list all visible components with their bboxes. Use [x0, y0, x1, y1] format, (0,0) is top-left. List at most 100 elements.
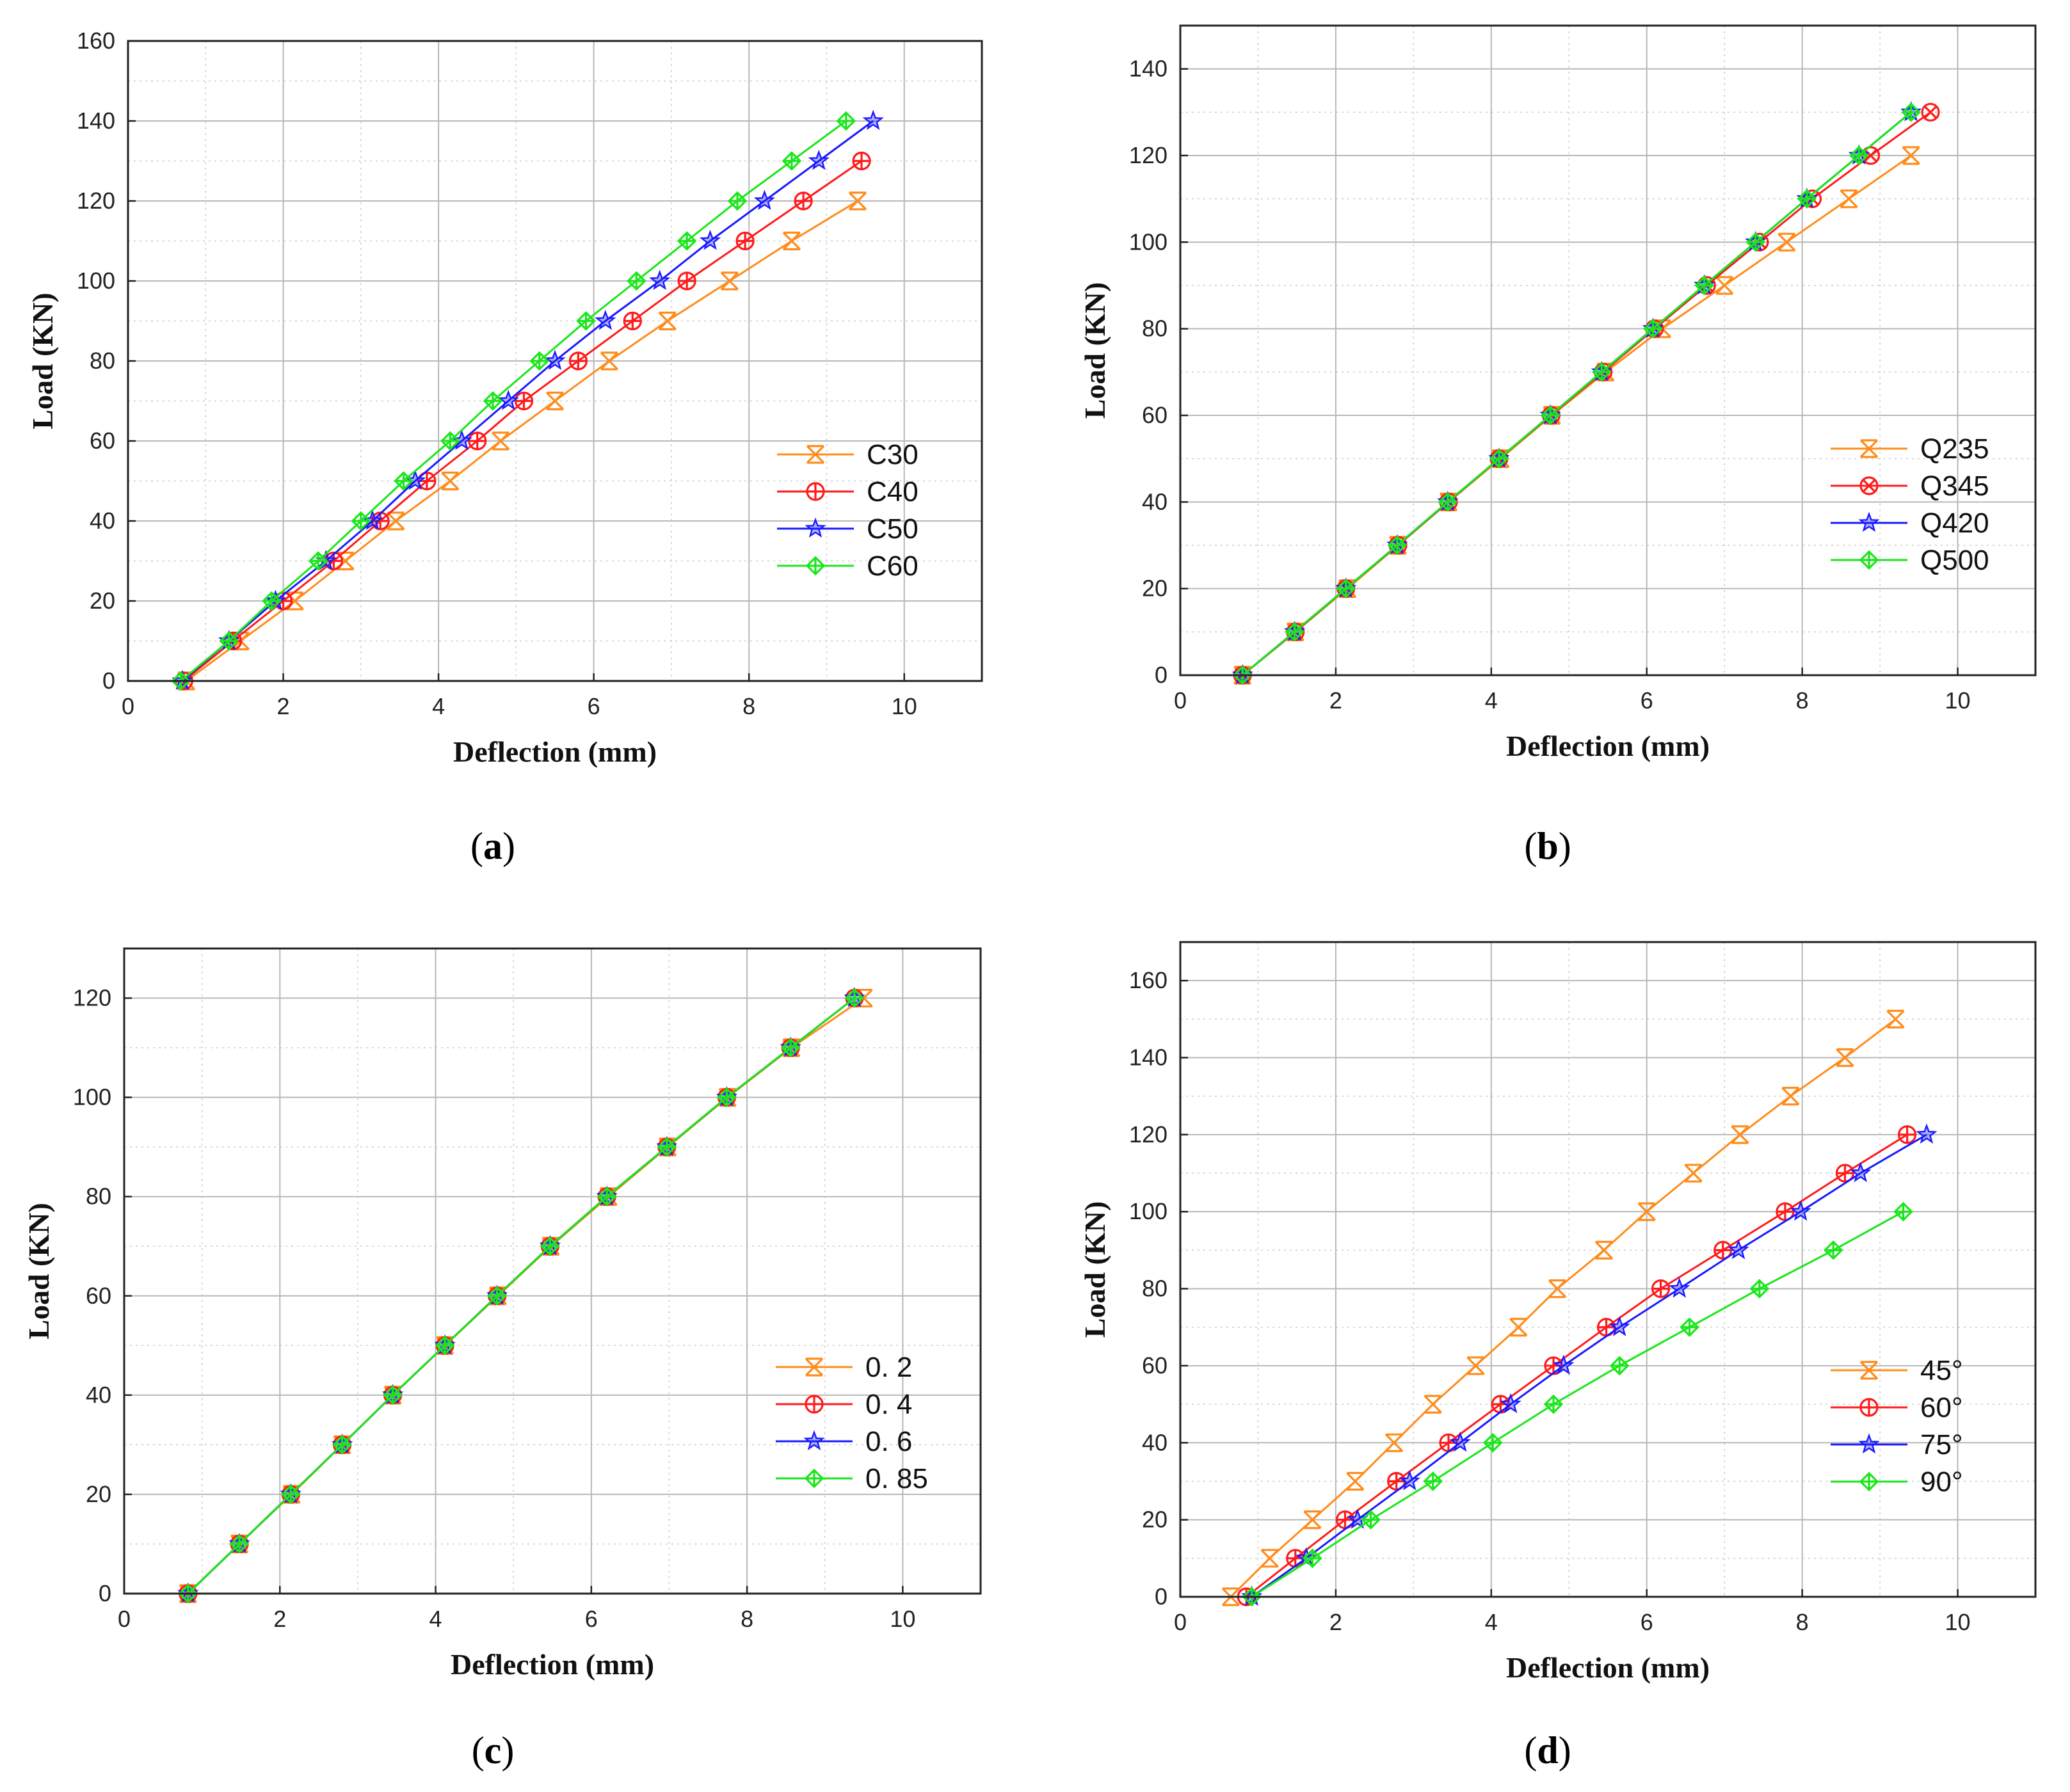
x-axis-title: Deflection (mm)	[1506, 1651, 1710, 1684]
y-tick-label: 0	[102, 668, 115, 694]
data-point	[1285, 622, 1304, 642]
panel-label-open: (	[1524, 825, 1537, 867]
panel-label-letter: b	[1537, 825, 1558, 867]
x-axis-title: Deflection (mm)	[1506, 730, 1710, 762]
data-point	[699, 230, 721, 250]
data-point	[1840, 189, 1858, 209]
data-point	[336, 551, 355, 571]
x-tick-label: 8	[1796, 1609, 1809, 1635]
data-point	[1684, 1164, 1703, 1183]
data-point	[1592, 362, 1612, 382]
legend-marker	[1859, 476, 1879, 495]
legend-item: Q420	[1831, 508, 1989, 539]
legend-marker	[1859, 1361, 1879, 1380]
data-point	[308, 551, 328, 571]
plot-frame	[1179, 941, 2037, 1598]
plot-area	[124, 948, 981, 1594]
y-tick-label: 60	[1142, 402, 1167, 428]
data-point	[717, 1087, 737, 1107]
data-point	[782, 151, 802, 171]
y-axis-title: Load (KN)	[26, 292, 59, 429]
legend-marker	[1859, 1471, 1879, 1492]
y-tick-label: 160	[1129, 967, 1167, 993]
data-point	[545, 391, 565, 411]
data-point	[483, 391, 503, 411]
data-point	[219, 631, 239, 651]
y-axis-title: Load (KN)	[22, 1203, 55, 1339]
data-point	[1731, 1125, 1749, 1144]
data-point	[627, 271, 646, 291]
x-tick-label: 6	[1641, 687, 1653, 714]
data-point	[529, 351, 550, 371]
data-point	[440, 431, 460, 451]
x-tick-label: 0	[122, 693, 134, 719]
panel-label: (d)	[1524, 1729, 1571, 1772]
legend-label: 0. 6	[865, 1426, 912, 1457]
data-point	[1715, 276, 1734, 295]
y-tick-label: 40	[86, 1382, 111, 1408]
data-point	[1387, 535, 1408, 556]
data-point	[1609, 1316, 1630, 1336]
data-point	[1482, 1433, 1503, 1453]
legend-item: C60	[777, 550, 919, 582]
x-axis-title: Deflection (mm)	[451, 1648, 654, 1681]
x-tick-label: 4	[1485, 1609, 1498, 1635]
legend-item: 0. 2	[776, 1352, 912, 1383]
data-point	[1797, 189, 1817, 209]
data-point	[658, 311, 677, 331]
legend-label: 75°	[1920, 1429, 1963, 1460]
data-point	[727, 191, 748, 211]
data-point	[844, 988, 865, 1008]
data-point	[468, 431, 487, 451]
legend: C30 C40 C50 C60	[777, 439, 919, 582]
data-point	[1781, 1087, 1800, 1106]
data-point	[262, 591, 282, 611]
data-point	[1777, 232, 1796, 252]
y-tick-label: 140	[77, 108, 115, 134]
data-point	[1489, 449, 1509, 468]
data-point	[1543, 1394, 1564, 1414]
legend: Q235 Q345 Q420 Q500	[1831, 433, 1989, 576]
data-point	[1790, 1200, 1811, 1221]
data-point	[677, 231, 697, 251]
y-tick-label: 120	[1129, 1121, 1167, 1148]
legend-label: C50	[867, 513, 919, 545]
legend-marker	[805, 517, 826, 538]
y-tick-label: 160	[77, 28, 115, 54]
data-point	[1260, 1549, 1279, 1568]
legend-item: Q500	[1831, 545, 1989, 576]
data-point	[753, 189, 776, 211]
data-point	[497, 390, 519, 410]
data-point	[394, 471, 413, 491]
series-line	[1242, 111, 1912, 676]
data-point	[1509, 1318, 1528, 1337]
data-point	[780, 1037, 801, 1058]
plot-frame	[1179, 24, 2037, 676]
y-tick-label: 60	[1142, 1352, 1167, 1379]
data-point	[229, 1534, 250, 1554]
y-tick-label: 40	[90, 508, 115, 534]
data-point	[794, 191, 813, 211]
data-point	[852, 151, 871, 171]
series-line	[1230, 1018, 1897, 1598]
legend-marker	[806, 482, 825, 501]
data-point	[1500, 1393, 1521, 1414]
x-tick-label: 0	[1174, 687, 1187, 714]
legend: 45° 60° 75° 90°	[1831, 1355, 1963, 1498]
y-tick-label: 80	[1142, 1276, 1167, 1302]
data-point	[836, 111, 856, 131]
legend-item: 0. 4	[776, 1389, 912, 1420]
data-point	[351, 511, 371, 531]
data-point	[808, 150, 830, 170]
data-point	[1749, 1279, 1770, 1299]
panel-label-open: (	[1524, 1729, 1537, 1772]
y-tick-label: 20	[1142, 1507, 1167, 1533]
y-axis-title: Load (KN)	[1079, 1201, 1111, 1338]
data-point	[1776, 1202, 1795, 1221]
data-point	[1438, 492, 1458, 512]
data-point	[1423, 1471, 1443, 1491]
x-tick-label: 0	[1174, 1609, 1187, 1635]
data-point	[623, 311, 642, 331]
